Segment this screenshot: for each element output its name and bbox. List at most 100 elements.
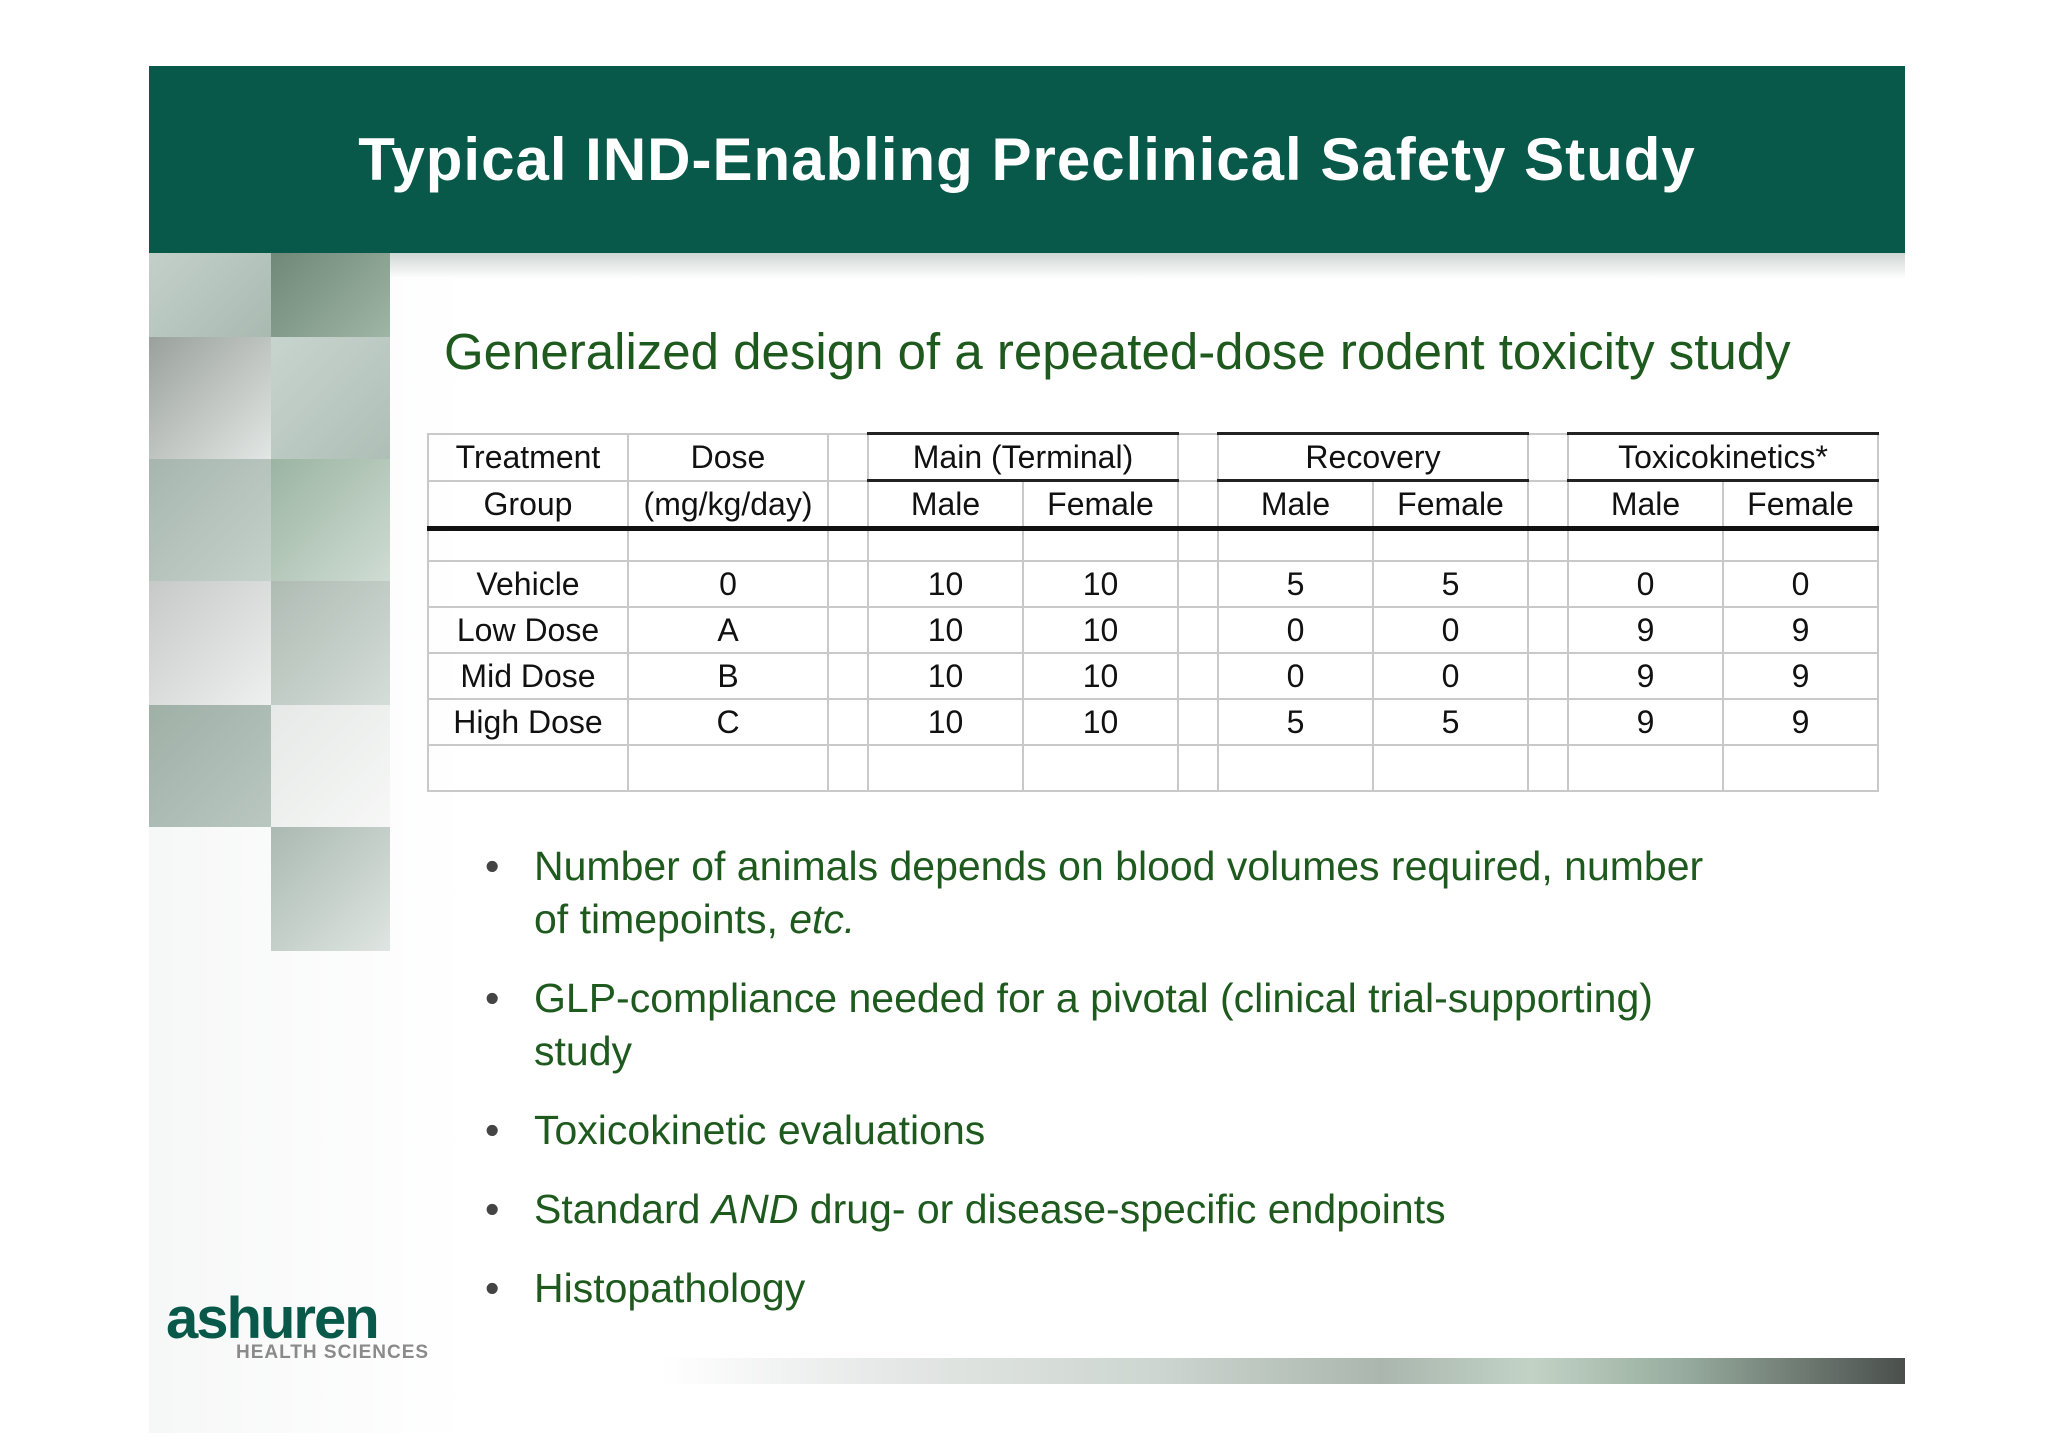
bullet-text: Histopathology [534,1265,806,1311]
value-cell: 0 [1372,652,1529,700]
dose-cell: 0 [627,560,829,608]
decor-square [271,705,390,827]
logo-wordmark: ashuren [166,1286,380,1351]
bullet-item: • Histopathology [485,1262,1885,1315]
bullet-dot: • [485,1107,500,1153]
value-cell: 10 [1022,560,1179,608]
decor-square [149,253,271,337]
group-header-main: Main (Terminal) [867,432,1179,482]
value-cell: 10 [867,606,1024,654]
header-cell: (mg/kg/day) [627,479,829,531]
spacer-cell [1177,432,1219,482]
bullet-text: of timepoints, [534,896,790,942]
spacer-cell [1527,432,1569,482]
bullet-text: drug- or disease-specific endpoints [798,1186,1446,1232]
page-title: Typical IND-Enabling Preclinical Safety … [358,126,1696,193]
subheader-male: Male [1567,479,1724,531]
value-cell: 9 [1722,698,1879,746]
value-cell: 5 [1372,698,1529,746]
bullet-item: • Number of animals depends on blood vol… [485,840,1885,946]
value-cell: 5 [1217,698,1374,746]
bullet-text: Standard [534,1186,712,1232]
value-cell: 10 [867,698,1024,746]
subheader-female: Female [1372,479,1529,531]
bullet-dot: • [485,1186,500,1232]
decor-square [271,581,390,705]
bullet-text: GLP-compliance needed for a pivotal (cli… [534,975,1653,1021]
value-cell: 9 [1722,652,1879,700]
treatment-cell: Vehicle [427,560,629,608]
dose-cell: A [627,606,829,654]
decor-square [149,581,271,705]
value-cell: 9 [1722,606,1879,654]
header-cell: Treatment [427,432,629,482]
table-row: Low Dose A 10 10 0 0 9 9 [427,606,1879,654]
slide-subtitle: Generalized design of a repeated-dose ro… [444,323,1791,380]
bullet-item: • Toxicokinetic evaluations [485,1104,1885,1157]
subheader-female: Female [1722,479,1879,531]
value-cell: 10 [867,560,1024,608]
decor-square [149,705,271,827]
header-cell: Group [427,479,629,531]
table-subheader-row: Group (mg/kg/day) Male Female Male Femal… [427,479,1879,531]
bullet-dot: • [485,975,500,1021]
footer-gradient-stripe [660,1358,1905,1384]
header-shadow [390,253,1905,279]
dose-cell: B [627,652,829,700]
value-cell: 0 [1217,606,1374,654]
spacer-cell [827,432,869,482]
value-cell: 10 [1022,698,1179,746]
table-blank-row [427,744,1879,792]
dose-cell: C [627,698,829,746]
value-cell: 0 [1567,560,1724,608]
company-logo: ashuren HEALTH SCIENCES [166,1286,456,1364]
decor-square [149,337,271,459]
value-cell: 5 [1372,560,1529,608]
study-design-table: Treatment Dose Main (Terminal) Recovery … [427,432,1879,792]
header-cell: Dose [627,432,829,482]
bullet-item: • Standard AND drug- or disease-specific… [485,1183,1885,1236]
table-row: Mid Dose B 10 10 0 0 9 9 [427,652,1879,700]
bullet-text: Toxicokinetic evaluations [534,1107,986,1153]
subheader-male: Male [867,479,1024,531]
decor-square [271,253,390,337]
value-cell: 9 [1567,606,1724,654]
subheader-male: Male [1217,479,1374,531]
table-row: Vehicle 0 10 10 5 5 0 0 [427,560,1879,608]
group-header-recovery: Recovery [1217,432,1529,482]
decor-square [149,459,271,581]
treatment-cell: High Dose [427,698,629,746]
bullet-dot: • [485,1265,500,1311]
spacer-cell [1177,479,1219,531]
bullet-dot: • [485,843,500,889]
treatment-cell: Low Dose [427,606,629,654]
value-cell: 0 [1217,652,1374,700]
bullet-text-italic: etc. [789,896,856,942]
value-cell: 10 [1022,652,1179,700]
decor-square [271,459,390,581]
header-band: Typical IND-Enabling Preclinical Safety … [149,66,1905,253]
bullet-item: • GLP-compliance needed for a pivotal (c… [485,972,1885,1078]
bullet-text-italic: AND [711,1186,799,1232]
bullet-text: study [534,1028,632,1074]
table-blank-row [427,527,1879,562]
value-cell: 9 [1567,698,1724,746]
spacer-cell [827,479,869,531]
treatment-cell: Mid Dose [427,652,629,700]
spacer-cell [1527,479,1569,531]
value-cell: 10 [1022,606,1179,654]
group-header-toxicokinetics: Toxicokinetics* [1567,432,1879,482]
table-row: High Dose C 10 10 5 5 9 9 [427,698,1879,746]
table-header-row: Treatment Dose Main (Terminal) Recovery … [427,432,1879,482]
bullet-text: Number of animals depends on blood volum… [534,843,1704,889]
decor-square [271,827,390,951]
decor-square [271,337,390,459]
value-cell: 10 [867,652,1024,700]
logo-subtitle: HEALTH SCIENCES [236,1342,430,1363]
value-cell: 5 [1217,560,1374,608]
value-cell: 0 [1372,606,1529,654]
value-cell: 9 [1567,652,1724,700]
bullet-list: • Number of animals depends on blood vol… [485,840,1885,1341]
value-cell: 0 [1722,560,1879,608]
